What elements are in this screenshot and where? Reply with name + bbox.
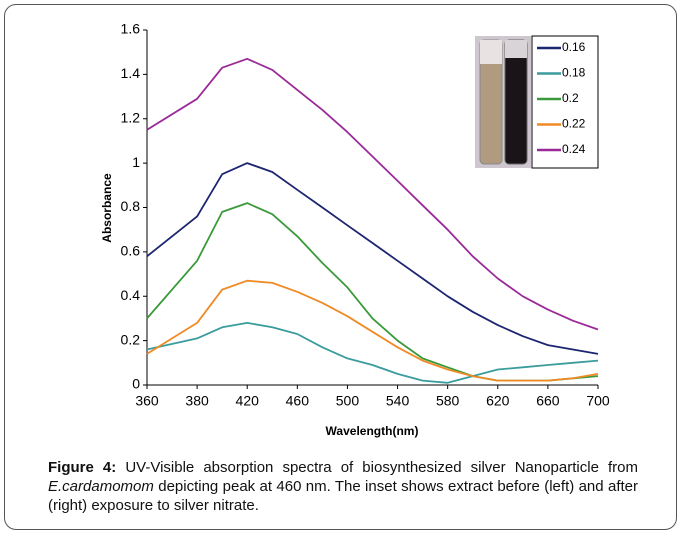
y-tick-label: 0.8 <box>121 198 141 214</box>
legend-label: 0.22 <box>562 117 586 131</box>
data-line <box>146 57 599 331</box>
x-tick-label: 540 <box>386 393 410 409</box>
y-tick-label: 0.2 <box>121 331 141 347</box>
data-line <box>146 322 599 384</box>
x-tick-label: 380 <box>185 393 209 409</box>
caption: Figure 4: UV-Visible absorption spectra … <box>48 458 638 515</box>
chart: Absorbance Wavelength(nm) 0 0.2 0.4 0.6 0.8 1… <box>100 21 610 438</box>
legend-label: 0.18 <box>562 66 586 80</box>
x-tick-label: 460 <box>286 393 310 409</box>
caption-text: UV-Visible absorption spectra of biosynt… <box>125 459 638 476</box>
legend-box <box>531 35 599 169</box>
y-tick-label: 1.4 <box>121 65 141 81</box>
caption-species: E.cardamomom <box>48 478 154 495</box>
y-tick-label: 1.6 <box>121 21 141 37</box>
x-tick-label: 420 <box>236 393 260 409</box>
data-line <box>146 162 599 355</box>
y-tick-label: 1.2 <box>121 109 141 125</box>
y-tick-label: 0.4 <box>121 287 141 303</box>
data-line <box>146 279 599 382</box>
y-axis-label: Absorbance <box>100 173 114 243</box>
x-tick-label: 700 <box>586 393 610 409</box>
y-tick-label: 1 <box>132 154 140 170</box>
x-axis-label: Wavelength(nm) <box>326 424 419 438</box>
x-tick-label: 500 <box>336 393 360 409</box>
y-tick-label: 0 <box>132 376 140 392</box>
x-tick-label: 580 <box>436 393 460 409</box>
legend-label: 0.24 <box>562 142 586 156</box>
x-tick-label: 360 <box>135 393 159 409</box>
caption-text: depicting peak at 460 nm. The inset show… <box>48 478 638 514</box>
y-tick-label: 0.6 <box>121 243 141 259</box>
legend-label: 0.16 <box>562 40 586 54</box>
x-tick-label: 620 <box>486 393 510 409</box>
x-tick-label: 660 <box>536 393 560 409</box>
legend-label: 0.2 <box>562 91 579 105</box>
caption-label: Figure 4: <box>48 459 117 476</box>
figure-frame <box>4 4 677 530</box>
data-line <box>146 202 599 382</box>
inset-photo <box>475 36 531 168</box>
